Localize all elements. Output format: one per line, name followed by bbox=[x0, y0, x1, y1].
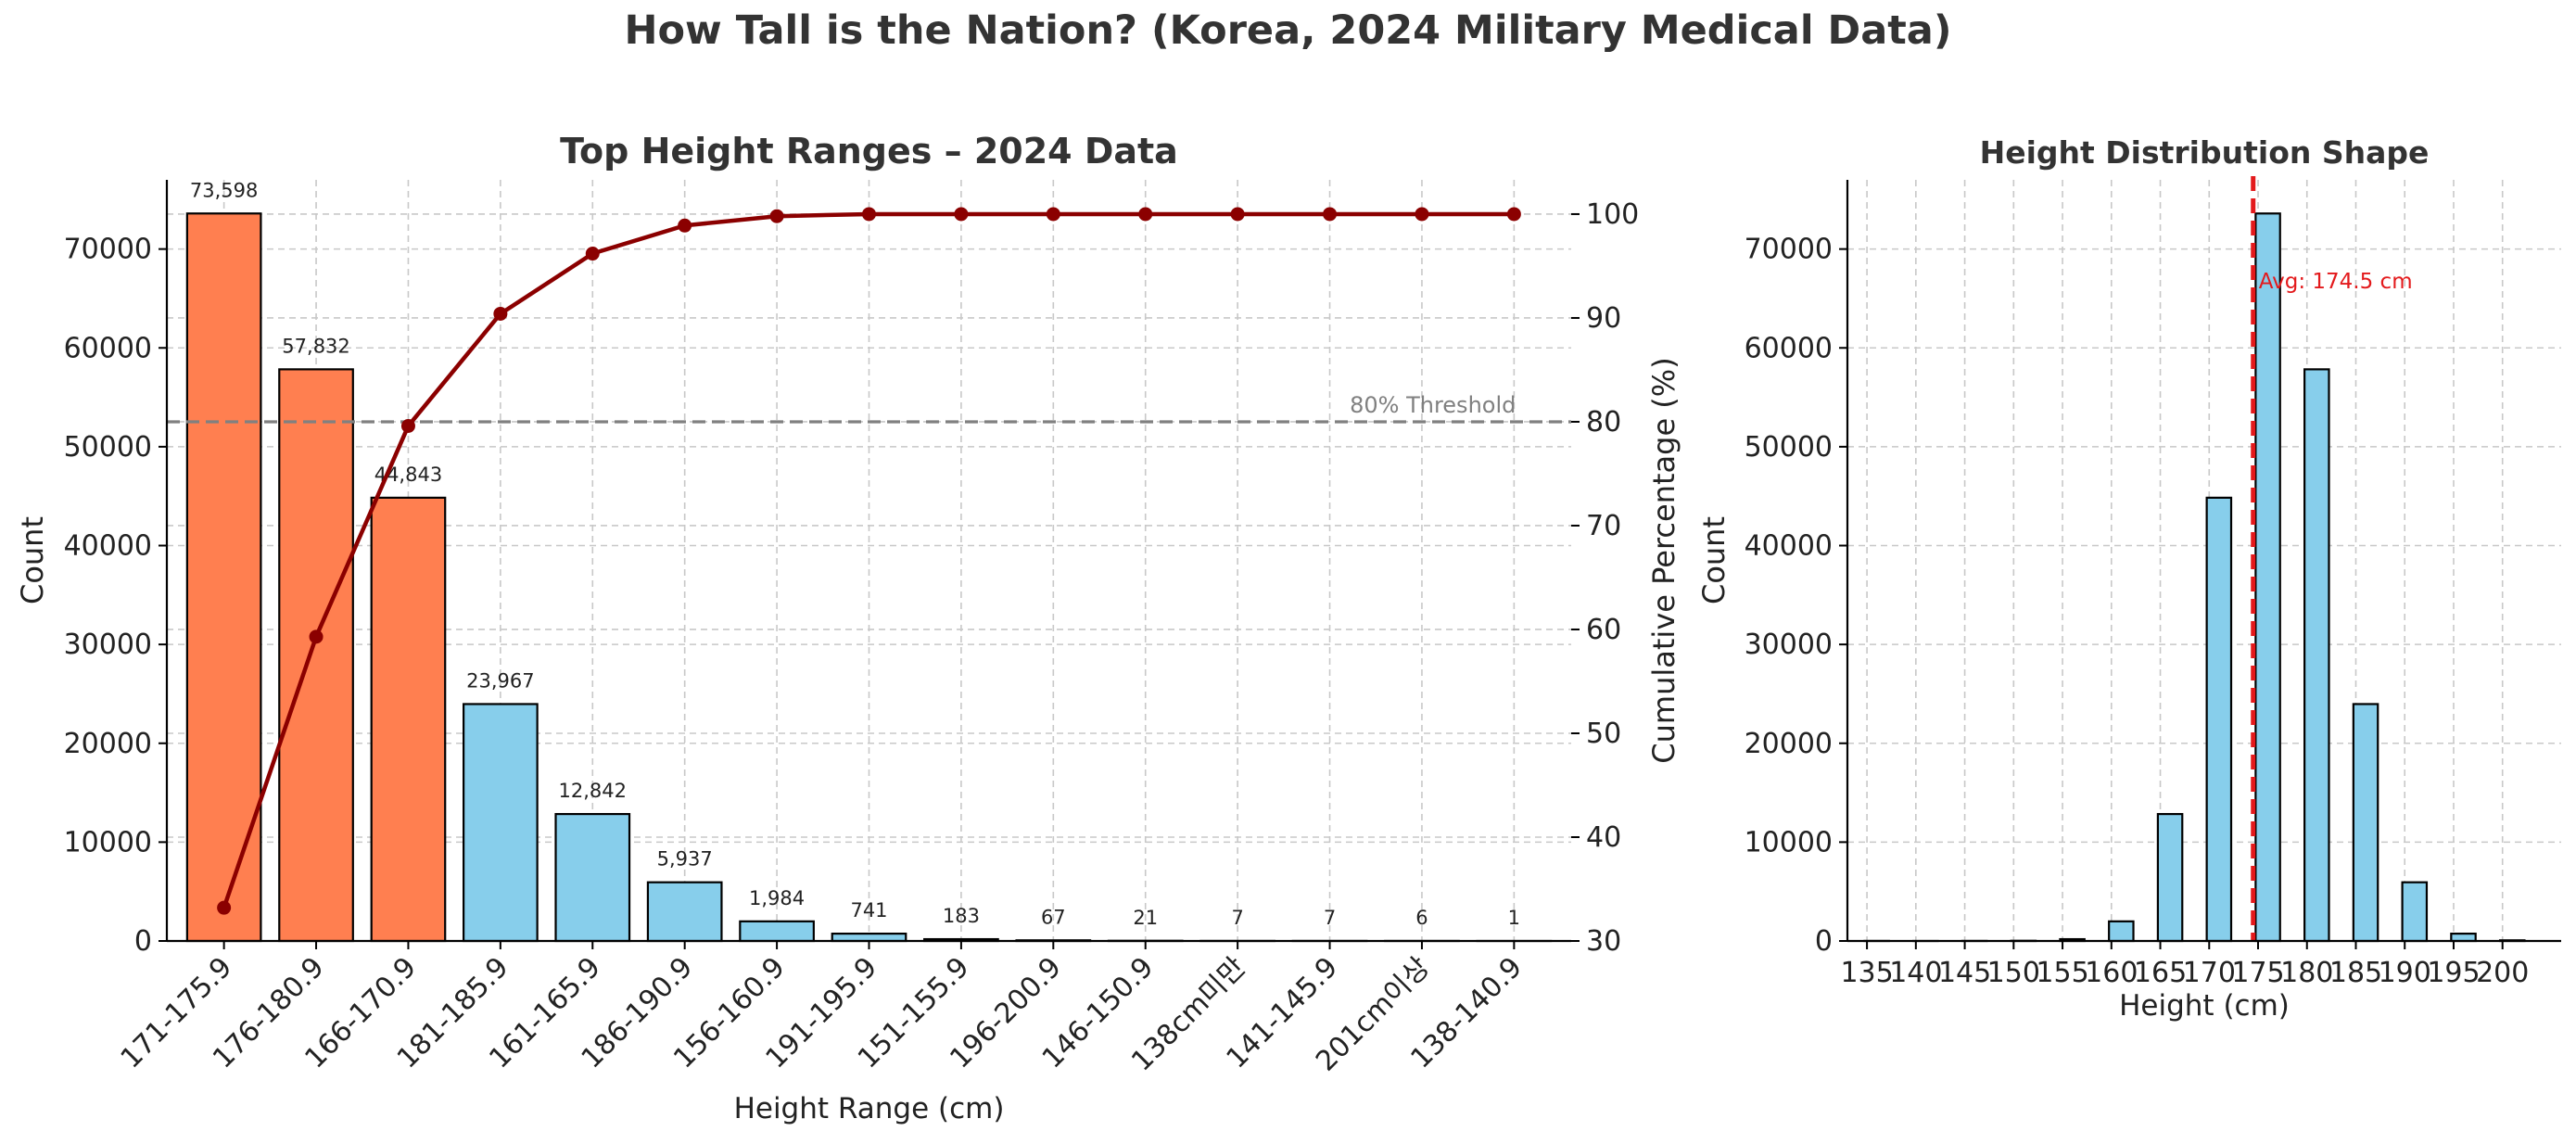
histogram-bar bbox=[2205, 496, 2233, 943]
bar bbox=[370, 496, 447, 943]
bar bbox=[278, 368, 354, 943]
bar-value-label: 1 bbox=[1508, 907, 1520, 929]
bar bbox=[554, 812, 631, 943]
y-axis-label: Count bbox=[1696, 516, 1732, 604]
y-tick-label: 50000 bbox=[64, 431, 152, 464]
y-tick-label: 20000 bbox=[1745, 728, 1833, 760]
y-tick-label: 40000 bbox=[64, 530, 152, 563]
x-axis-label: Height Range (cm) bbox=[734, 1092, 1005, 1125]
y-tick-label: 40000 bbox=[1745, 530, 1833, 563]
y2-tick-label: 90 bbox=[1586, 302, 1621, 335]
cumulative-point bbox=[1323, 207, 1338, 222]
bar-value-label: 23,967 bbox=[466, 669, 534, 692]
left-chart-title: Top Height Ranges – 2024 Data bbox=[560, 131, 1178, 172]
y-tick-label: 70000 bbox=[64, 234, 152, 266]
cumulative-point bbox=[678, 218, 692, 233]
x-tick-label: 165 bbox=[2134, 957, 2187, 989]
cumulative-point bbox=[769, 209, 784, 223]
x-tick-label: 180 bbox=[2280, 957, 2333, 989]
figure-title: How Tall is the Nation? (Korea, 2024 Mil… bbox=[624, 7, 1952, 54]
bar-value-label: 183 bbox=[943, 905, 980, 927]
y-tick-label: 60000 bbox=[1745, 332, 1833, 364]
bar-value-label: 21 bbox=[1133, 907, 1158, 929]
x-tick-label: 200 bbox=[2476, 957, 2529, 989]
y-tick-label: 50000 bbox=[1745, 431, 1833, 464]
cumulative-point bbox=[217, 900, 232, 915]
cumulative-point bbox=[862, 207, 876, 222]
histogram-bar bbox=[2352, 703, 2379, 943]
y2-axis-label: Cumulative Percentage (%) bbox=[1646, 357, 1681, 763]
x-tick-label: 190 bbox=[2379, 957, 2431, 989]
bar-value-label: 67 bbox=[1041, 906, 1066, 928]
y-axis-label: Count bbox=[15, 516, 50, 604]
y-tick-label: 10000 bbox=[1745, 826, 1833, 858]
bar-value-label: 7 bbox=[1231, 907, 1243, 929]
y2-tick-label: 80 bbox=[1586, 406, 1621, 439]
y-tick-label: 30000 bbox=[1745, 629, 1833, 661]
x-tick-label: 145 bbox=[1938, 957, 1991, 989]
bar bbox=[739, 920, 815, 943]
x-tick-label: 135 bbox=[1840, 957, 1893, 989]
bar bbox=[831, 932, 907, 943]
bar-value-label: 741 bbox=[850, 899, 887, 922]
histogram-bar bbox=[2254, 212, 2281, 943]
cumulative-point bbox=[493, 306, 508, 321]
x-tick-label: 195 bbox=[2427, 957, 2480, 989]
y-tick-label: 20000 bbox=[64, 728, 152, 760]
y-tick-label: 0 bbox=[134, 925, 152, 958]
histogram-bar bbox=[2303, 368, 2330, 943]
x-tick-label: 185 bbox=[2329, 957, 2382, 989]
y-tick-label: 0 bbox=[1815, 925, 1833, 958]
y-tick-label: 30000 bbox=[64, 629, 152, 661]
average-label: Avg: 174.5 cm bbox=[2259, 270, 2413, 294]
histogram-bar bbox=[2401, 881, 2429, 943]
bar-value-label: 73,598 bbox=[190, 179, 258, 201]
y2-tick-label: 40 bbox=[1586, 821, 1621, 854]
bar-value-label: 12,842 bbox=[559, 780, 627, 802]
x-tick-label: 155 bbox=[2036, 957, 2088, 989]
y-tick-label: 10000 bbox=[64, 826, 152, 858]
cumulative-point bbox=[400, 418, 415, 433]
y2-tick-label: 70 bbox=[1586, 510, 1621, 542]
x-tick-label: 175 bbox=[2231, 957, 2284, 989]
cumulative-point bbox=[954, 207, 969, 222]
bar-value-label: 5,937 bbox=[657, 848, 713, 871]
bar bbox=[646, 881, 723, 943]
y2-tick-label: 100 bbox=[1586, 198, 1639, 231]
cumulative-point bbox=[1230, 207, 1245, 222]
x-tick-label: 170 bbox=[2183, 957, 2236, 989]
bar-value-label: 6 bbox=[1415, 907, 1428, 929]
histogram-bar bbox=[2156, 812, 2184, 943]
cumulative-point bbox=[1046, 207, 1060, 222]
y-tick-label: 60000 bbox=[64, 332, 152, 364]
histogram-bar bbox=[2450, 932, 2477, 943]
x-tick-label: 160 bbox=[2085, 957, 2138, 989]
distribution-chart: Avg: 174.5 cm 0 10000 20000 30000 40000 50000 6… bbox=[1696, 134, 2561, 1023]
y2-tick-label: 30 bbox=[1586, 925, 1621, 958]
bar-value-label: 7 bbox=[1324, 907, 1336, 929]
right-chart-title: Height Distribution Shape bbox=[1980, 134, 2430, 171]
cumulative-point bbox=[1506, 207, 1521, 222]
x-tick-label: 150 bbox=[1987, 957, 2040, 989]
x-tick-label: 140 bbox=[1889, 957, 1942, 989]
y2-tick-label: 60 bbox=[1586, 614, 1621, 646]
cumulative-point bbox=[585, 247, 600, 261]
cumulative-point bbox=[1415, 207, 1429, 222]
pareto-chart: 73,59857,83244,84323,96712,8425,9371,984… bbox=[15, 131, 1681, 1125]
bar-value-label: 1,984 bbox=[749, 887, 805, 909]
histogram-bar bbox=[2108, 920, 2135, 943]
threshold-label: 80% Threshold bbox=[1350, 392, 1516, 418]
bar bbox=[462, 703, 539, 943]
cumulative-point bbox=[309, 629, 324, 644]
x-axis-label: Height (cm) bbox=[2119, 989, 2290, 1023]
y2-tick-label: 50 bbox=[1586, 718, 1621, 750]
cumulative-point bbox=[1138, 207, 1153, 222]
bar bbox=[185, 212, 262, 943]
y-tick-label: 70000 bbox=[1745, 234, 1833, 266]
bar-value-label: 57,832 bbox=[282, 335, 349, 357]
